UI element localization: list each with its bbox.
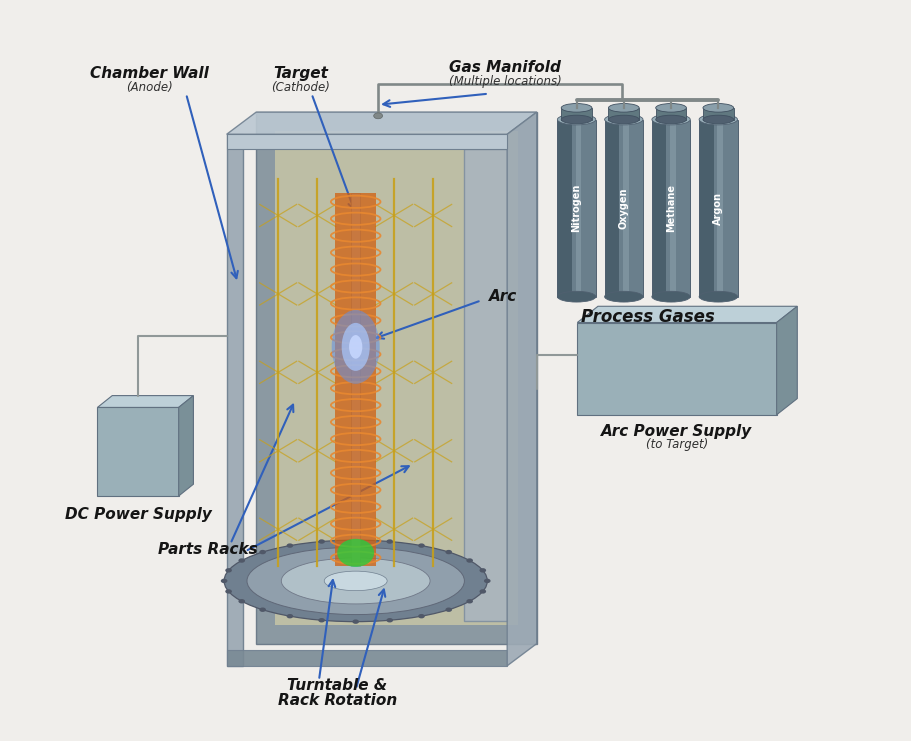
Ellipse shape — [703, 115, 733, 124]
Ellipse shape — [224, 540, 487, 622]
Ellipse shape — [260, 550, 266, 554]
Ellipse shape — [353, 538, 359, 542]
Polygon shape — [227, 134, 507, 149]
Polygon shape — [558, 119, 572, 296]
Ellipse shape — [342, 323, 370, 370]
Ellipse shape — [699, 291, 738, 302]
Ellipse shape — [652, 114, 691, 125]
Polygon shape — [561, 108, 592, 119]
Polygon shape — [713, 119, 738, 296]
Text: Chamber Wall: Chamber Wall — [89, 66, 209, 81]
Ellipse shape — [466, 558, 473, 562]
Ellipse shape — [239, 599, 245, 603]
Text: Gas Manifold: Gas Manifold — [449, 60, 561, 75]
Polygon shape — [256, 112, 537, 644]
Ellipse shape — [324, 571, 387, 591]
Ellipse shape — [260, 608, 266, 612]
Ellipse shape — [353, 619, 359, 624]
Polygon shape — [97, 408, 179, 496]
Text: Arc Power Supply: Arc Power Supply — [601, 424, 752, 439]
Polygon shape — [656, 108, 686, 119]
Ellipse shape — [225, 589, 232, 594]
Polygon shape — [97, 396, 193, 408]
Text: Argon: Argon — [713, 192, 723, 225]
Text: Arc: Arc — [488, 289, 517, 304]
Ellipse shape — [332, 310, 380, 384]
Ellipse shape — [656, 104, 686, 112]
Polygon shape — [576, 119, 581, 296]
Ellipse shape — [287, 543, 293, 548]
Polygon shape — [623, 119, 629, 296]
Polygon shape — [179, 396, 193, 496]
Ellipse shape — [479, 589, 486, 594]
Ellipse shape — [225, 568, 232, 573]
Polygon shape — [227, 650, 507, 666]
Ellipse shape — [318, 618, 325, 622]
Text: Process Gases: Process Gases — [580, 308, 714, 326]
Polygon shape — [776, 306, 797, 415]
Ellipse shape — [605, 114, 643, 125]
Ellipse shape — [699, 114, 738, 125]
Text: Methane: Methane — [666, 184, 676, 232]
Polygon shape — [572, 119, 596, 296]
Polygon shape — [578, 322, 776, 415]
Ellipse shape — [484, 579, 491, 583]
Polygon shape — [717, 119, 723, 296]
Ellipse shape — [337, 539, 374, 567]
Ellipse shape — [652, 291, 691, 302]
Text: DC Power Supply: DC Power Supply — [65, 507, 211, 522]
Polygon shape — [227, 112, 537, 134]
Ellipse shape — [220, 579, 228, 583]
Polygon shape — [703, 108, 733, 119]
Polygon shape — [670, 119, 676, 296]
Ellipse shape — [656, 115, 686, 124]
Polygon shape — [619, 119, 643, 296]
Ellipse shape — [605, 291, 643, 302]
Text: (Anode): (Anode) — [126, 81, 172, 94]
Ellipse shape — [561, 104, 592, 112]
Ellipse shape — [558, 114, 596, 125]
Ellipse shape — [349, 335, 363, 359]
Ellipse shape — [281, 558, 430, 604]
Text: Rack Rotation: Rack Rotation — [278, 693, 397, 708]
Text: Parts Racks: Parts Racks — [159, 542, 258, 556]
Ellipse shape — [386, 539, 393, 544]
Ellipse shape — [466, 599, 473, 603]
Polygon shape — [666, 119, 691, 296]
Text: Oxygen: Oxygen — [619, 187, 629, 229]
Text: (to Target): (to Target) — [646, 438, 708, 451]
Polygon shape — [578, 306, 797, 322]
Ellipse shape — [445, 550, 452, 554]
Text: Nitrogen: Nitrogen — [571, 184, 581, 232]
Polygon shape — [465, 149, 507, 622]
Polygon shape — [335, 193, 376, 566]
Text: Turntable &: Turntable & — [287, 678, 387, 694]
Polygon shape — [605, 119, 619, 296]
Polygon shape — [227, 134, 243, 666]
Ellipse shape — [418, 614, 425, 619]
Ellipse shape — [561, 115, 592, 124]
Ellipse shape — [479, 568, 486, 573]
Polygon shape — [274, 130, 518, 625]
Polygon shape — [699, 119, 713, 296]
Ellipse shape — [374, 113, 383, 119]
Ellipse shape — [318, 539, 325, 544]
Ellipse shape — [418, 543, 425, 548]
Ellipse shape — [558, 291, 596, 302]
Polygon shape — [507, 112, 537, 666]
Ellipse shape — [609, 104, 640, 112]
Text: Target: Target — [273, 66, 328, 81]
Ellipse shape — [247, 548, 465, 614]
Ellipse shape — [609, 115, 640, 124]
Ellipse shape — [386, 618, 393, 622]
Text: (Cathode): (Cathode) — [271, 81, 330, 94]
Polygon shape — [609, 108, 640, 119]
Ellipse shape — [239, 558, 245, 562]
Polygon shape — [352, 193, 360, 566]
Ellipse shape — [445, 608, 452, 612]
Polygon shape — [652, 119, 666, 296]
Text: (Multiple locations): (Multiple locations) — [448, 75, 561, 88]
Ellipse shape — [703, 104, 733, 112]
Ellipse shape — [287, 614, 293, 619]
